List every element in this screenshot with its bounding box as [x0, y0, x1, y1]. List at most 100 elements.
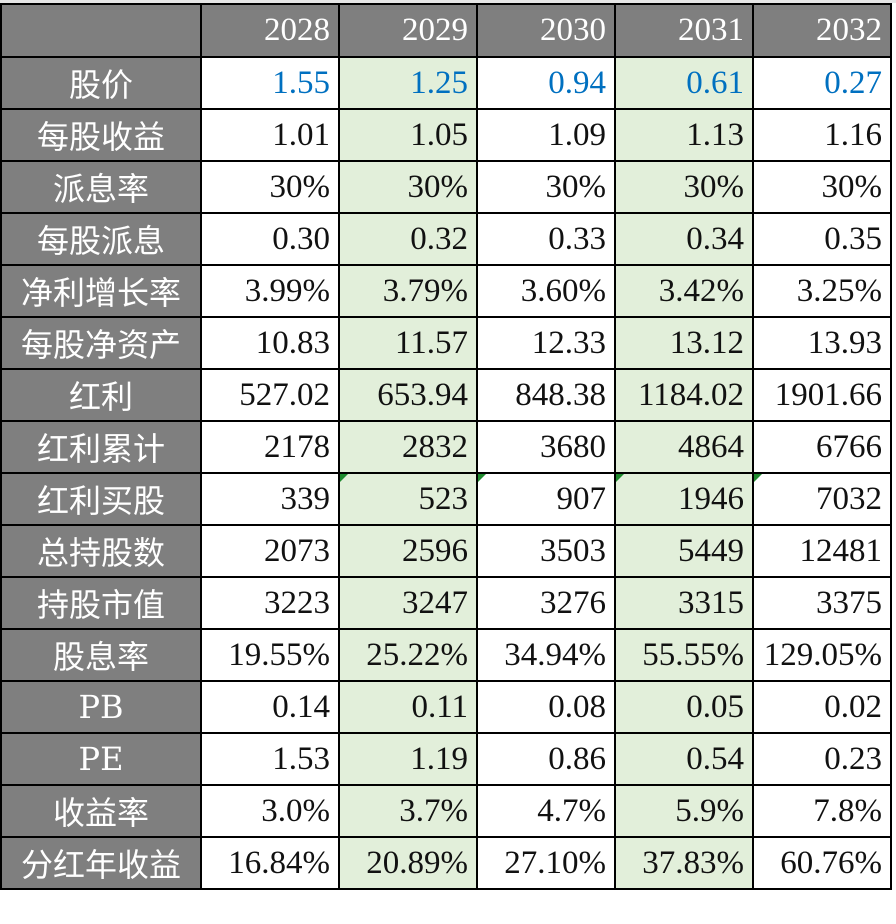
- row-label[interactable]: 收益率: [0, 784, 202, 838]
- value-cell[interactable]: 3247: [338, 576, 478, 630]
- value-cell[interactable]: 3.7%: [338, 784, 478, 838]
- row-label[interactable]: 派息率: [0, 160, 202, 214]
- value-cell[interactable]: 3.99%: [200, 264, 340, 318]
- value-cell[interactable]: 4864: [614, 420, 754, 474]
- value-cell[interactable]: 907: [476, 472, 616, 526]
- value-cell[interactable]: 3276: [476, 576, 616, 630]
- value-cell[interactable]: 3.79%: [338, 264, 478, 318]
- value-cell[interactable]: 0.35: [752, 212, 892, 266]
- row-label[interactable]: 红利: [0, 368, 202, 422]
- value-cell[interactable]: 523: [338, 472, 478, 526]
- value-cell[interactable]: 0.11: [338, 680, 478, 734]
- value-cell[interactable]: 5449: [614, 524, 754, 578]
- value-cell[interactable]: 3.25%: [752, 264, 892, 318]
- row-label[interactable]: 每股收益: [0, 108, 202, 162]
- value-cell[interactable]: 0.30: [200, 212, 340, 266]
- value-cell[interactable]: 10.83: [200, 316, 340, 370]
- value-cell[interactable]: 3.42%: [614, 264, 754, 318]
- row-label[interactable]: 分红年收益: [0, 836, 202, 890]
- value-cell[interactable]: 5.9%: [614, 784, 754, 838]
- value-cell[interactable]: 0.32: [338, 212, 478, 266]
- value-cell[interactable]: 1946: [614, 472, 754, 526]
- year-header[interactable]: 2031: [614, 3, 754, 58]
- value-cell[interactable]: 2178: [200, 420, 340, 474]
- row-label[interactable]: 红利累计: [0, 420, 202, 474]
- value-cell[interactable]: 3223: [200, 576, 340, 630]
- row-label[interactable]: 股价: [0, 56, 202, 110]
- row-label[interactable]: 每股净资产: [0, 316, 202, 370]
- value-cell[interactable]: 0.05: [614, 680, 754, 734]
- value-cell[interactable]: 0.23: [752, 732, 892, 786]
- value-cell[interactable]: 1.53: [200, 732, 340, 786]
- row-label[interactable]: 股息率: [0, 628, 202, 682]
- value-cell[interactable]: 3375: [752, 576, 892, 630]
- value-cell[interactable]: 60.76%: [752, 836, 892, 890]
- row-label[interactable]: 红利买股: [0, 472, 202, 526]
- value-cell[interactable]: 3503: [476, 524, 616, 578]
- value-cell[interactable]: 30%: [476, 160, 616, 214]
- value-cell[interactable]: 2073: [200, 524, 340, 578]
- value-cell[interactable]: 1.25: [338, 56, 478, 110]
- value-cell[interactable]: 0.33: [476, 212, 616, 266]
- value-cell[interactable]: 3680: [476, 420, 616, 474]
- row-label[interactable]: 总持股数: [0, 524, 202, 578]
- value-cell[interactable]: 339: [200, 472, 340, 526]
- value-cell[interactable]: 20.89%: [338, 836, 478, 890]
- value-cell[interactable]: 19.55%: [200, 628, 340, 682]
- value-cell[interactable]: 3315: [614, 576, 754, 630]
- value-cell[interactable]: 30%: [752, 160, 892, 214]
- value-cell[interactable]: 0.02: [752, 680, 892, 734]
- value-cell[interactable]: 6766: [752, 420, 892, 474]
- value-cell[interactable]: 30%: [614, 160, 754, 214]
- value-cell[interactable]: 34.94%: [476, 628, 616, 682]
- value-cell[interactable]: 1.05: [338, 108, 478, 162]
- value-cell[interactable]: 55.55%: [614, 628, 754, 682]
- value-cell[interactable]: 13.12: [614, 316, 754, 370]
- value-cell[interactable]: 3.60%: [476, 264, 616, 318]
- value-cell[interactable]: 2596: [338, 524, 478, 578]
- row-label[interactable]: PE: [0, 732, 202, 786]
- value-cell[interactable]: 7.8%: [752, 784, 892, 838]
- value-cell[interactable]: 2832: [338, 420, 478, 474]
- value-cell[interactable]: 1.16: [752, 108, 892, 162]
- value-cell[interactable]: 3.0%: [200, 784, 340, 838]
- value-cell[interactable]: 1.19: [338, 732, 478, 786]
- value-cell[interactable]: 0.94: [476, 56, 616, 110]
- value-cell[interactable]: 0.14: [200, 680, 340, 734]
- row-label[interactable]: 持股市值: [0, 576, 202, 630]
- year-header[interactable]: 2030: [476, 3, 616, 58]
- value-cell[interactable]: 16.84%: [200, 836, 340, 890]
- value-cell[interactable]: 7032: [752, 472, 892, 526]
- value-cell[interactable]: 0.86: [476, 732, 616, 786]
- value-cell[interactable]: 11.57: [338, 316, 478, 370]
- row-label[interactable]: 每股派息: [0, 212, 202, 266]
- value-cell[interactable]: 0.27: [752, 56, 892, 110]
- value-cell[interactable]: 848.38: [476, 368, 616, 422]
- value-cell[interactable]: 1184.02: [614, 368, 754, 422]
- value-cell[interactable]: 0.34: [614, 212, 754, 266]
- value-cell[interactable]: 0.61: [614, 56, 754, 110]
- row-label[interactable]: PB: [0, 680, 202, 734]
- value-cell[interactable]: 1901.66: [752, 368, 892, 422]
- value-cell[interactable]: 527.02: [200, 368, 340, 422]
- value-cell[interactable]: 37.83%: [614, 836, 754, 890]
- value-cell[interactable]: 129.05%: [752, 628, 892, 682]
- year-header[interactable]: 2032: [752, 3, 892, 58]
- corner-cell[interactable]: [0, 3, 202, 58]
- value-cell[interactable]: 12481: [752, 524, 892, 578]
- year-header[interactable]: 2028: [200, 3, 340, 58]
- value-cell[interactable]: 0.08: [476, 680, 616, 734]
- value-cell[interactable]: 25.22%: [338, 628, 478, 682]
- value-cell[interactable]: 27.10%: [476, 836, 616, 890]
- value-cell[interactable]: 30%: [200, 160, 340, 214]
- value-cell[interactable]: 1.13: [614, 108, 754, 162]
- value-cell[interactable]: 0.54: [614, 732, 754, 786]
- value-cell[interactable]: 1.01: [200, 108, 340, 162]
- year-header[interactable]: 2029: [338, 3, 478, 58]
- value-cell[interactable]: 4.7%: [476, 784, 616, 838]
- row-label[interactable]: 净利增长率: [0, 264, 202, 318]
- value-cell[interactable]: 30%: [338, 160, 478, 214]
- value-cell[interactable]: 653.94: [338, 368, 478, 422]
- value-cell[interactable]: 1.09: [476, 108, 616, 162]
- value-cell[interactable]: 1.55: [200, 56, 340, 110]
